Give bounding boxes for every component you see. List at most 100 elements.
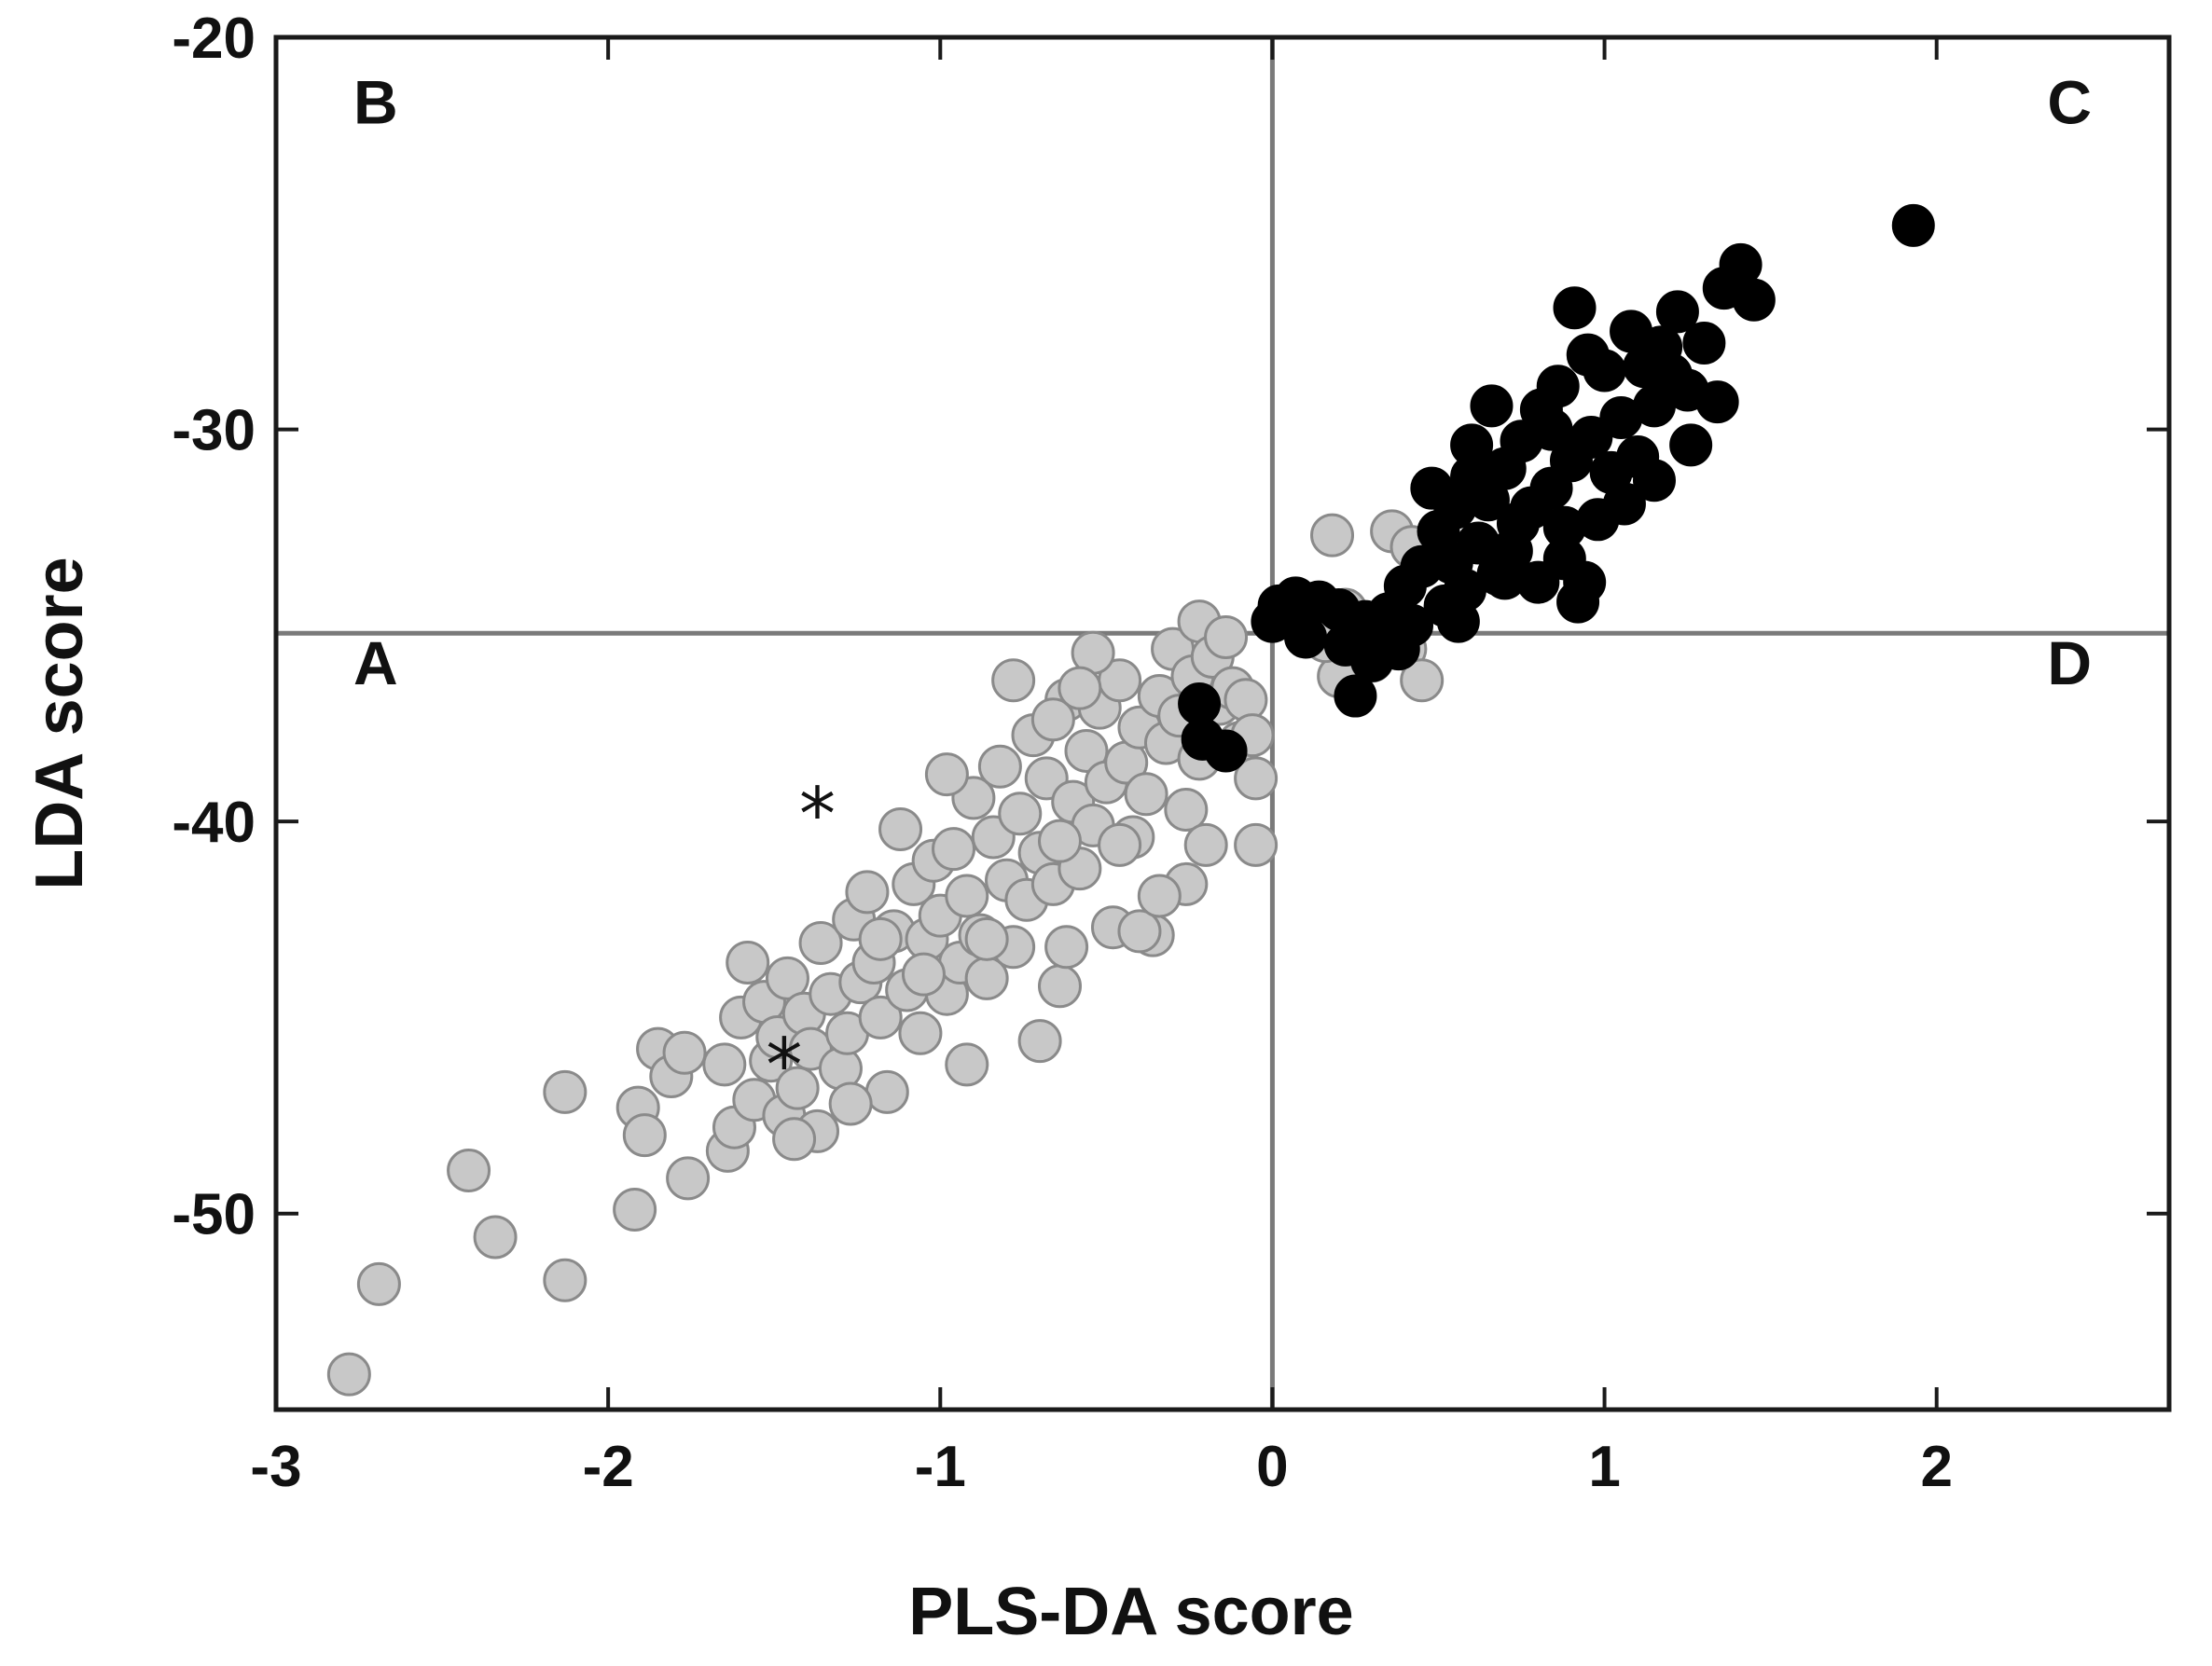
gray-point [1017, 1019, 1062, 1064]
y-tick-label: -50 [172, 1183, 256, 1247]
gray-point [977, 744, 1022, 789]
quadrant-label-c: C [2047, 68, 2092, 137]
black-point [1529, 407, 1573, 451]
gray-point [622, 1113, 667, 1158]
gray-point [1117, 909, 1162, 954]
x-axis-title: PLS-DA score [908, 1575, 1353, 1649]
y-axis-title: LDA score [22, 557, 97, 889]
quadrant-labels: A B C D [353, 68, 2092, 697]
gray-point [1204, 614, 1249, 659]
gray-point [878, 807, 923, 852]
gray-point [1400, 658, 1445, 703]
gray-point [1234, 756, 1279, 801]
gray-point [726, 941, 770, 985]
x-tick-label: -1 [915, 1435, 966, 1499]
gray-point [932, 827, 976, 872]
gray-point [1058, 666, 1102, 710]
black-point [1284, 615, 1328, 659]
gray-point [858, 995, 903, 1040]
black-point [1470, 384, 1514, 428]
black-point [1466, 478, 1510, 522]
black-point [1390, 603, 1433, 647]
gray-point [828, 1081, 873, 1126]
gray-point [1098, 822, 1142, 867]
black-point [1702, 267, 1746, 310]
gray-point [1044, 925, 1089, 970]
gray-point [964, 916, 1009, 961]
gray-point [775, 1066, 820, 1110]
quadrant-label-b: B [353, 68, 398, 137]
gray-point [1030, 697, 1075, 742]
black-point [1649, 352, 1693, 396]
black-point [1204, 729, 1248, 773]
gray-point [945, 1042, 989, 1087]
gray-point [666, 1156, 711, 1201]
black-point [1655, 290, 1699, 334]
gray-point [326, 1352, 371, 1397]
y-tick-label: -20 [172, 7, 256, 71]
black-point [1556, 580, 1600, 624]
x-tick-label: 0 [1256, 1435, 1288, 1499]
gray-point [864, 1069, 909, 1114]
x-tick-label: 2 [1920, 1435, 1952, 1499]
black-point [1334, 674, 1377, 718]
gray-point [1137, 874, 1182, 918]
gray-point [1224, 678, 1268, 723]
tick-labels: -3 -2 -1 0 1 2 -20 -30 -40 -50 [172, 7, 1953, 1499]
gray-point [473, 1215, 518, 1260]
black-point [1436, 599, 1480, 643]
gray-point [447, 1148, 491, 1192]
black-point [1483, 557, 1527, 600]
y-tick-label: -30 [172, 399, 256, 463]
black-point [1542, 505, 1586, 549]
gray-point [1037, 819, 1082, 863]
quadrant-label-a: A [353, 628, 398, 697]
black-point [1589, 450, 1633, 494]
gray-point [898, 1011, 943, 1055]
y-tick-label: -40 [172, 791, 256, 855]
black-point [1891, 203, 1935, 247]
black-point [1553, 286, 1597, 330]
star-marker: * [766, 1024, 802, 1108]
gray-point [845, 870, 890, 915]
x-tick-label: 1 [1588, 1435, 1620, 1499]
x-tick-label: -2 [583, 1435, 634, 1499]
gray-point [998, 792, 1043, 836]
black-point [1669, 423, 1713, 467]
gray-point [662, 1030, 707, 1075]
black-point [1410, 466, 1454, 510]
data-points [326, 203, 1935, 1397]
gray-point [543, 1069, 588, 1114]
gray-point [543, 1258, 588, 1302]
gray-point [1183, 822, 1228, 867]
gray-point [924, 752, 969, 797]
gray-point [991, 658, 1036, 703]
gray-point [798, 921, 843, 966]
gray-point [1234, 822, 1279, 867]
gray-point [765, 956, 809, 1000]
black-point [1566, 333, 1610, 377]
black-point [1610, 310, 1653, 353]
black-point [1682, 322, 1726, 365]
black-point [1632, 459, 1676, 503]
gray-point [858, 916, 903, 961]
gray-point [1124, 772, 1168, 817]
black-point [1350, 639, 1394, 682]
black-point [1496, 502, 1540, 545]
star-marker: * [799, 773, 836, 857]
gray-point [1037, 964, 1082, 1009]
x-tick-label: -3 [250, 1435, 301, 1499]
gray-point [356, 1261, 401, 1306]
black-point [1430, 541, 1473, 585]
plot-frame [273, 34, 2172, 1412]
gray-point [702, 1042, 747, 1087]
gray-point [772, 1117, 817, 1162]
gray-point [1064, 728, 1109, 773]
star-annotations: ** [766, 773, 836, 1108]
black-point [1450, 423, 1494, 467]
black-point [1599, 395, 1643, 439]
axis-ticks [274, 35, 2169, 1410]
gray-point [613, 1188, 657, 1232]
gray-point [901, 952, 946, 997]
